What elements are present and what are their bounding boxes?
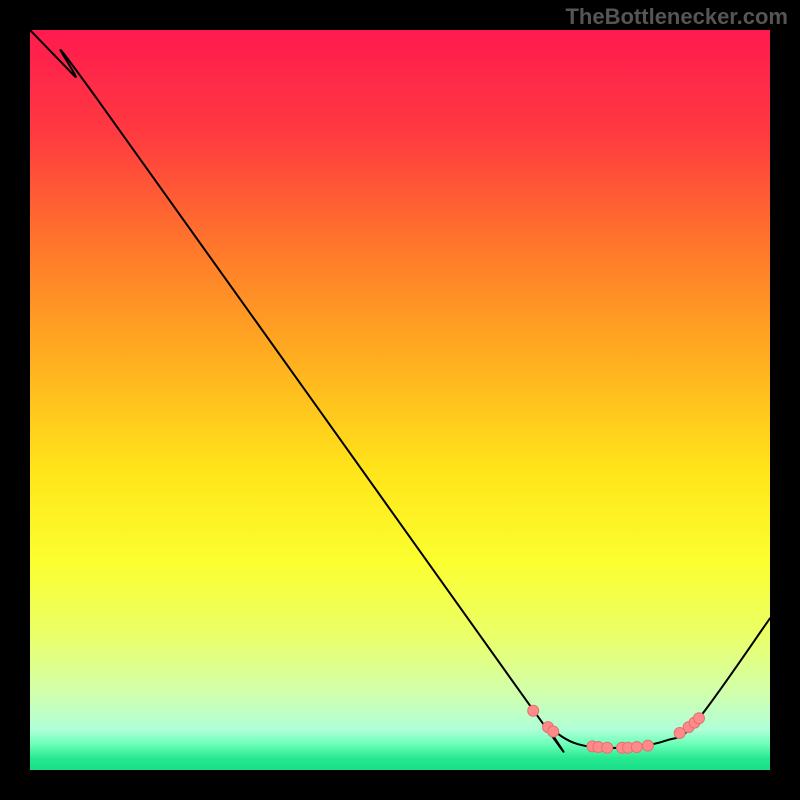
watermark-text: TheBottlenecker.com bbox=[565, 4, 788, 30]
data-marker bbox=[548, 726, 559, 737]
data-marker bbox=[642, 740, 653, 751]
chart-container: TheBottlenecker.com bbox=[0, 0, 800, 800]
plot-area bbox=[30, 30, 770, 770]
data-marker bbox=[602, 742, 613, 753]
data-marker bbox=[631, 742, 642, 753]
data-marker bbox=[528, 705, 539, 716]
chart-svg bbox=[30, 30, 770, 770]
data-marker bbox=[693, 713, 704, 724]
gradient-background bbox=[30, 30, 770, 770]
